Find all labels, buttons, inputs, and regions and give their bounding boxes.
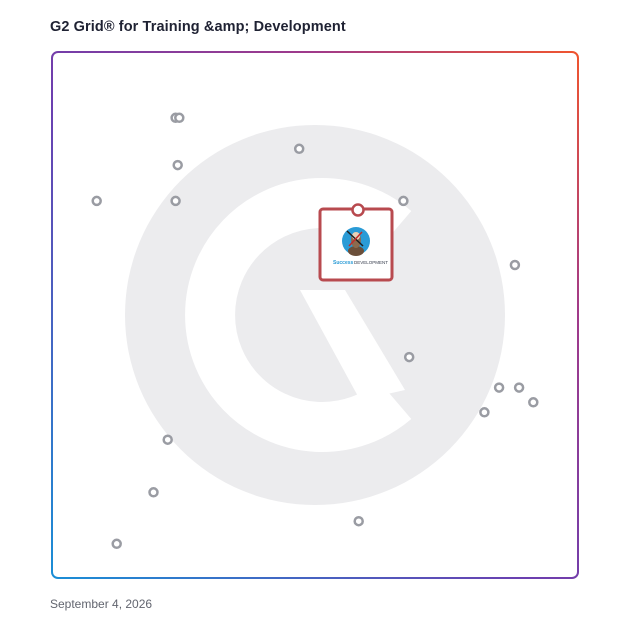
product-point[interactable] xyxy=(91,195,102,207)
product-point[interactable] xyxy=(479,407,490,418)
chart-title: G2 Grid® for Training &amp; Development xyxy=(50,19,346,35)
product-point[interactable] xyxy=(170,195,181,207)
product-point[interactable] xyxy=(293,143,305,155)
report-date: September 4, 2026 xyxy=(50,597,153,611)
product-point[interactable] xyxy=(148,487,159,498)
product-point[interactable] xyxy=(174,112,185,124)
featured-product-point[interactable] xyxy=(351,203,365,217)
product-point[interactable] xyxy=(111,538,122,550)
product-point[interactable] xyxy=(509,259,521,271)
logo-text-primary: Success xyxy=(333,260,354,266)
product-point[interactable] xyxy=(353,515,364,527)
product-point[interactable] xyxy=(162,434,173,445)
product-point[interactable] xyxy=(172,159,183,171)
success-development-logo-icon xyxy=(342,227,370,256)
product-point[interactable] xyxy=(528,397,539,408)
product-point[interactable] xyxy=(403,351,415,363)
product-point[interactable] xyxy=(398,195,409,207)
product-point[interactable] xyxy=(513,382,525,393)
featured-product-marker[interactable]: Success DEVELOPMENT xyxy=(318,203,394,282)
logo-text-secondary: DEVELOPMENT xyxy=(354,260,388,265)
product-points xyxy=(91,112,539,550)
product-point[interactable] xyxy=(493,382,505,393)
grid-border xyxy=(51,51,579,579)
